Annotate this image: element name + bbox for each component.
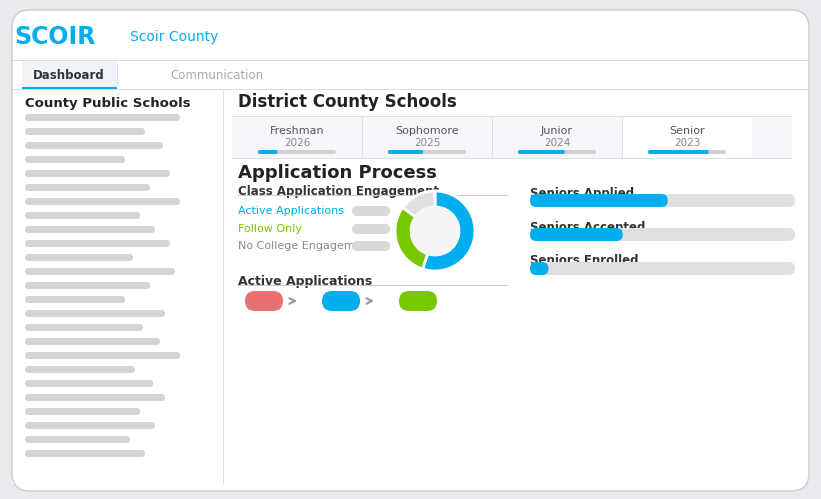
Wedge shape [402, 191, 435, 217]
FancyBboxPatch shape [322, 291, 360, 311]
FancyBboxPatch shape [25, 282, 150, 289]
FancyBboxPatch shape [25, 338, 160, 345]
FancyBboxPatch shape [25, 422, 155, 429]
FancyBboxPatch shape [25, 184, 150, 191]
Bar [12, 90, 224, 484]
Text: Active Applications: Active Applications [238, 206, 344, 216]
Text: 2023: 2023 [674, 138, 700, 148]
Text: SCOIR: SCOIR [14, 25, 96, 49]
FancyBboxPatch shape [388, 150, 423, 154]
Bar [232, 117, 362, 159]
FancyBboxPatch shape [245, 291, 283, 311]
FancyBboxPatch shape [258, 150, 277, 154]
Bar [12, 60, 809, 61]
Text: No College Engagement: No College Engagement [238, 241, 373, 251]
FancyBboxPatch shape [25, 198, 180, 205]
FancyBboxPatch shape [25, 324, 143, 331]
FancyBboxPatch shape [25, 380, 153, 387]
Bar [232, 116, 792, 117]
FancyBboxPatch shape [648, 150, 709, 154]
Text: Seniors Accepted: Seniors Accepted [530, 221, 645, 234]
FancyBboxPatch shape [25, 240, 170, 247]
FancyBboxPatch shape [530, 194, 795, 207]
Bar [238, 285, 508, 286]
Text: Seniors Enrolled: Seniors Enrolled [530, 254, 639, 267]
FancyBboxPatch shape [25, 128, 145, 135]
Bar [492, 117, 622, 159]
Wedge shape [395, 208, 428, 269]
FancyBboxPatch shape [25, 268, 175, 275]
FancyBboxPatch shape [25, 296, 125, 303]
Text: Junior: Junior [541, 126, 573, 136]
FancyBboxPatch shape [12, 10, 809, 491]
FancyBboxPatch shape [25, 408, 140, 415]
FancyBboxPatch shape [25, 436, 130, 443]
FancyBboxPatch shape [25, 114, 180, 121]
FancyBboxPatch shape [530, 262, 795, 275]
FancyBboxPatch shape [530, 228, 623, 241]
Text: 2026: 2026 [284, 138, 310, 148]
Bar [238, 195, 508, 196]
Text: Sophomore: Sophomore [395, 126, 459, 136]
Circle shape [411, 207, 459, 255]
FancyBboxPatch shape [352, 224, 390, 234]
Text: Dashboard: Dashboard [33, 68, 105, 81]
FancyBboxPatch shape [530, 194, 667, 207]
FancyBboxPatch shape [25, 352, 180, 359]
FancyBboxPatch shape [25, 170, 170, 177]
Bar [232, 158, 792, 159]
Text: 2024: 2024 [544, 138, 571, 148]
Text: Class Application Engagement: Class Application Engagement [238, 185, 439, 198]
Text: Follow Only: Follow Only [238, 224, 302, 234]
Text: Active Applications: Active Applications [238, 274, 372, 287]
FancyBboxPatch shape [25, 394, 165, 401]
FancyBboxPatch shape [25, 212, 140, 219]
Text: Freshman: Freshman [269, 126, 324, 136]
FancyBboxPatch shape [648, 150, 726, 154]
Bar [22, 61, 117, 89]
Bar [12, 89, 809, 90]
FancyBboxPatch shape [388, 150, 466, 154]
Text: 2025: 2025 [414, 138, 440, 148]
Text: Scoir County: Scoir County [130, 30, 218, 44]
Text: District County Schools: District County Schools [238, 93, 456, 111]
Wedge shape [423, 191, 475, 271]
Bar [12, 61, 809, 89]
FancyBboxPatch shape [518, 150, 565, 154]
FancyBboxPatch shape [258, 150, 336, 154]
Bar [22, 87, 117, 89]
FancyBboxPatch shape [25, 142, 163, 149]
FancyBboxPatch shape [352, 241, 390, 251]
FancyBboxPatch shape [518, 150, 596, 154]
Bar [622, 117, 752, 159]
FancyBboxPatch shape [399, 291, 437, 311]
Text: Communication: Communication [170, 68, 263, 81]
Text: Senior: Senior [669, 126, 704, 136]
FancyBboxPatch shape [25, 226, 155, 233]
Bar [362, 117, 492, 159]
FancyBboxPatch shape [25, 450, 145, 457]
Text: Application Process: Application Process [238, 164, 437, 182]
FancyBboxPatch shape [530, 262, 548, 275]
FancyBboxPatch shape [530, 228, 795, 241]
Text: County Public Schools: County Public Schools [25, 96, 190, 109]
FancyBboxPatch shape [25, 254, 133, 261]
FancyBboxPatch shape [25, 156, 125, 163]
Bar [232, 117, 792, 159]
FancyBboxPatch shape [25, 310, 165, 317]
FancyBboxPatch shape [352, 206, 390, 216]
Text: Seniors Applied: Seniors Applied [530, 187, 634, 200]
FancyBboxPatch shape [25, 366, 135, 373]
